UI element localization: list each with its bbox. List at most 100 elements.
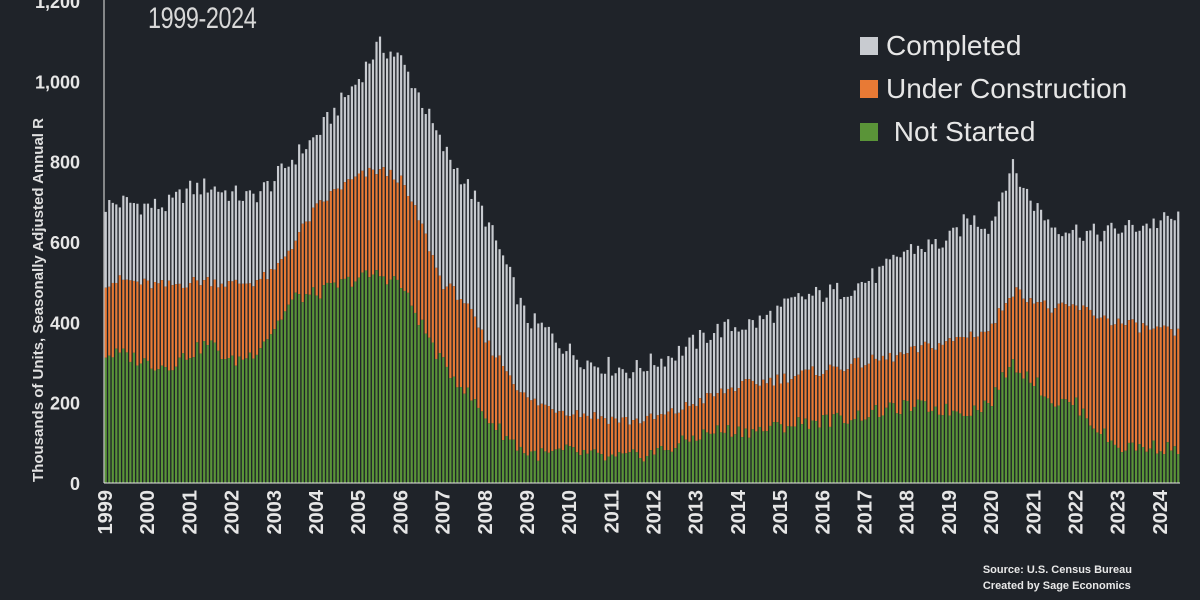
bar-under-construction [579, 417, 582, 456]
bar-not-started [516, 450, 519, 483]
bar-under-construction [213, 279, 216, 343]
bar-under-construction [600, 416, 603, 455]
x-tick-label: 2008 [475, 490, 497, 535]
bar-completed [646, 370, 649, 416]
bar-not-started [596, 452, 600, 483]
bar-not-started [554, 449, 557, 483]
bar-not-started [800, 424, 804, 483]
bar-not-started [273, 329, 276, 483]
bar-under-construction [1029, 298, 1032, 383]
bar-not-started [600, 454, 603, 483]
bar-not-started [547, 452, 550, 483]
bar-completed [611, 375, 614, 417]
bar-completed [385, 58, 389, 177]
x-tick-label: 2013 [686, 490, 708, 535]
bar-completed [684, 346, 688, 403]
bar-under-construction [104, 287, 107, 358]
bar-completed [741, 329, 744, 382]
bar-completed [712, 333, 716, 397]
bar-completed [463, 183, 466, 304]
bar-under-construction [171, 285, 174, 371]
bar-completed [336, 115, 339, 189]
y-tick-label: 1,000 [35, 72, 80, 92]
bar-completed [414, 88, 417, 206]
bar-under-construction [920, 345, 923, 401]
bar-not-started [593, 449, 596, 483]
bar-completed [1145, 223, 1148, 326]
bar-under-construction [189, 283, 192, 359]
bar-completed [825, 297, 828, 371]
bar-under-construction [224, 286, 227, 360]
bar-under-construction [765, 383, 768, 432]
bar-under-construction [1092, 315, 1095, 429]
bar-completed [568, 343, 571, 417]
bar-under-construction [1103, 315, 1106, 429]
bar-under-construction [206, 277, 209, 346]
bar-not-started [709, 433, 712, 483]
bar-under-construction [850, 363, 853, 421]
bar-not-started [765, 431, 768, 483]
bar-completed [287, 166, 290, 251]
bar-completed [727, 319, 730, 389]
bar-under-construction [108, 286, 111, 356]
bar-under-construction [962, 337, 965, 416]
bar-not-started [976, 410, 979, 483]
y-tick-label: 0 [70, 474, 80, 494]
bar-completed [217, 191, 220, 288]
bar-not-started [442, 357, 445, 483]
bar-completed [829, 284, 832, 365]
bar-completed [435, 130, 438, 268]
bar-under-construction [705, 393, 709, 433]
bar-not-started [1043, 396, 1046, 483]
bar-completed [502, 255, 505, 367]
bar-completed [836, 282, 839, 367]
bar-not-started [1141, 447, 1145, 483]
bar-completed [1001, 192, 1004, 311]
bar-under-construction [702, 403, 705, 430]
bar-not-started [734, 434, 737, 483]
bar-under-construction [656, 415, 659, 449]
bar-completed [1156, 228, 1159, 327]
bar-under-construction [902, 354, 906, 401]
bar-completed [751, 320, 754, 381]
bar-under-construction [470, 308, 473, 401]
bar-not-started [213, 342, 216, 483]
bar-not-started [864, 419, 867, 483]
bar-under-construction [1170, 329, 1173, 451]
bar-completed [660, 358, 663, 415]
bar-under-construction [938, 343, 941, 415]
bar-not-started [115, 348, 118, 483]
bar-not-started [888, 402, 891, 483]
bar-under-construction [885, 359, 888, 408]
bar-completed [1015, 173, 1018, 288]
bar-completed [326, 112, 329, 201]
bar-completed [129, 202, 132, 281]
bar-under-construction [663, 414, 666, 451]
bar-under-construction [1082, 305, 1085, 409]
bar-under-construction [625, 417, 628, 454]
bar-under-construction [252, 286, 255, 359]
bar-not-started [639, 458, 642, 483]
bar-under-construction [874, 358, 877, 406]
bar-completed [255, 202, 259, 281]
bar-not-started [146, 360, 150, 483]
bar-completed [639, 367, 642, 424]
bar-under-construction [783, 373, 786, 433]
bar-completed [428, 108, 431, 252]
bar-completed [199, 194, 202, 286]
bar-under-construction [751, 380, 754, 430]
bar-completed [561, 353, 564, 411]
bar-not-started [301, 302, 304, 483]
bar-not-started [618, 452, 621, 483]
bar-not-started [389, 279, 392, 483]
bar-not-started [962, 415, 965, 483]
x-tick-label: 2023 [1108, 490, 1130, 535]
bar-completed [955, 227, 958, 338]
bar-not-started [1011, 359, 1015, 483]
bar-completed [776, 305, 779, 375]
bar-not-started [1040, 395, 1043, 483]
bar-under-construction [530, 400, 533, 452]
bar-under-construction [1173, 335, 1176, 447]
bar-not-started [231, 355, 234, 483]
bar-not-started [625, 453, 628, 483]
